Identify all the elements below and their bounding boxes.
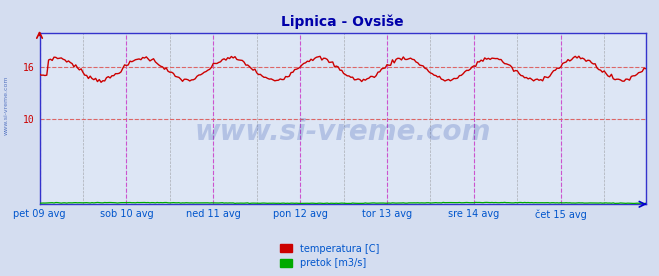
Legend: temperatura [C], pretok [m3/s]: temperatura [C], pretok [m3/s]: [280, 243, 379, 268]
Title: Lipnica - Ovsiše: Lipnica - Ovsiše: [281, 15, 404, 29]
Text: www.si-vreme.com: www.si-vreme.com: [194, 118, 491, 146]
Text: www.si-vreme.com: www.si-vreme.com: [3, 75, 9, 135]
